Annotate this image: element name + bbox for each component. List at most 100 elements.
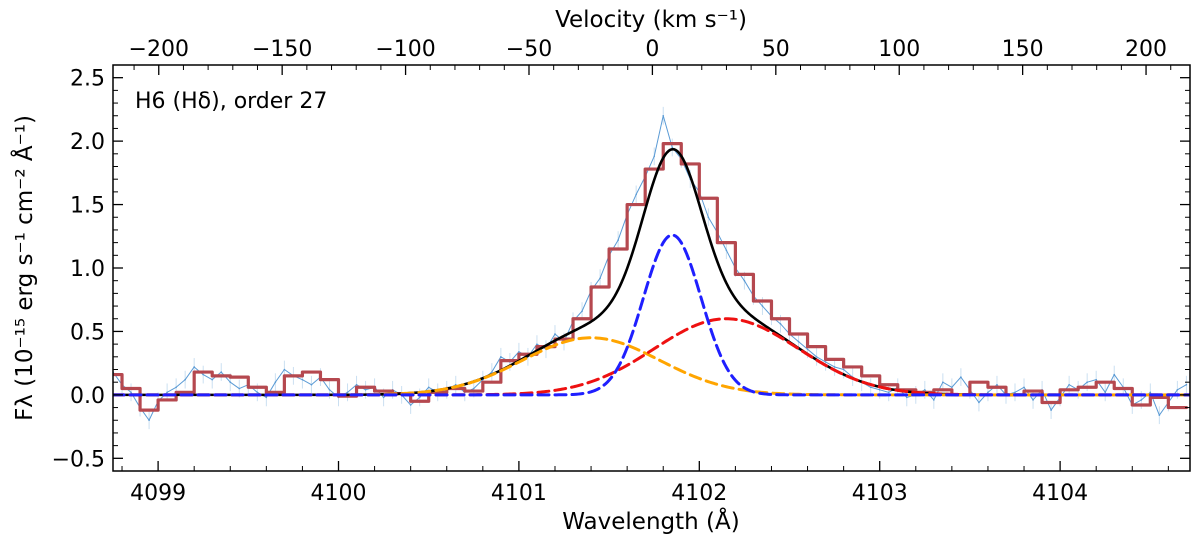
native-spectrum-point [328,389,331,391]
x-tick-label: 4104 [1032,481,1088,506]
annotation: H6 (Hδ), order 27 [135,89,327,114]
native-spectrum-point [824,361,827,363]
native-spectrum-point [518,350,520,353]
x-axis-title: Wavelength (Å) [562,507,739,535]
native-spectrum-point [960,376,962,378]
native-spectrum-point [599,277,601,279]
native-spectrum-point [418,396,421,399]
native-spectrum-point [301,378,304,381]
native-spectrum-line [113,115,1187,421]
native-spectrum-point [238,387,241,390]
blue-component-curve [113,233,1190,397]
top-axis-title: Velocity (km s⁻¹) [555,7,747,33]
native-spectrum-point [725,249,728,252]
native-spectrum-point [211,378,214,381]
native-spectrum-point [491,371,493,373]
native-spectrum-point [987,391,989,394]
native-spectrum-point [500,356,502,358]
native-spectrum-point [887,391,890,394]
native-spectrum-point [815,356,818,358]
native-spectrum-point [743,279,746,282]
native-spectrum-point [427,386,430,389]
native-spectrum-point [996,383,998,386]
native-spectrum-point [1113,373,1116,376]
y-axis-title: Fλ (10⁻¹⁵ erg s⁻¹ cm⁻² Å⁻¹) [10,115,38,421]
native-spectrum-point [978,401,980,404]
native-spectrum-point [1185,383,1188,386]
native-spectrum-point [1095,378,1097,381]
native-spectrum-point [220,371,223,373]
native-spectrum-point [409,404,412,406]
top-tick-label: −50 [506,37,552,62]
native-spectrum-point [355,383,358,386]
top-tick-label: −100 [375,37,435,62]
native-spectrum-point [581,310,583,312]
native-spectrum-point [346,391,349,394]
x-tick-label: 4103 [852,481,908,506]
native-spectrum-point [274,381,277,383]
top-tick-label: 200 [1125,37,1167,62]
y-tick-label: 2.5 [70,67,105,92]
native-spectrum-point [779,323,782,325]
y-tick-label: 0.0 [70,384,105,409]
y-tick-label: 1.5 [70,194,105,219]
native-spectrum-point [256,391,259,394]
native-spectrum-point [797,340,800,343]
native-spectrum-point [905,396,908,399]
native-spectrum-point [382,396,385,399]
x-tick-label: 4102 [671,481,727,506]
native-spectrum-point [166,391,168,394]
native-spectrum-point [707,216,710,219]
top-tick-label: 100 [878,37,920,62]
ticks-layer: 4099 4100 4101 4102 4103 4104 −0.5 0.0 0.5 1.0 1.5… [52,37,1190,506]
native-spectrum-point [924,389,926,391]
native-spectrum-point [229,381,232,383]
orange-component-curve [113,336,1190,397]
y-tick-label: −0.5 [52,447,105,472]
native-spectrum-point [1086,381,1088,383]
native-spectrum-point [761,305,764,307]
native-spectrum-point [1104,391,1107,394]
native-spectrum-point [1032,399,1034,401]
native-spectrum-point [842,368,845,371]
native-spectrum-point [184,378,186,381]
top-tick-label: −150 [252,37,312,62]
binned-spectrum-steps [113,142,1188,412]
native-spectrum-point [878,389,881,391]
y-tick-label: 1.0 [70,257,105,282]
native-spectrum-point [1014,391,1016,394]
x-tick-label: 4101 [491,481,547,506]
native-spectrum-point [942,381,944,383]
native-spectrum-point [364,389,367,391]
native-spectrum-point [806,348,809,351]
x-tick-label: 4100 [311,481,367,506]
native-spectrum-point [283,368,286,371]
x-tick-label: 4099 [130,481,186,506]
native-spectrum-point [671,146,674,149]
native-spectrum-point [1050,409,1052,411]
native-spectrum-point [662,114,665,117]
native-spectrum-point [1149,391,1152,394]
native-spectrum-point [202,373,204,376]
native-spectrum-point [1176,389,1179,391]
native-spectrum-point [1023,386,1025,389]
native-spectrum-point [617,239,619,241]
native-spectrum-point [175,386,177,389]
native-spectrum-point [148,419,150,422]
native-spectrum-point [869,386,872,389]
native-spectrum-point [833,366,836,368]
data-layer [113,106,1190,430]
native-spectrum-point [536,343,538,345]
top-tick-label: 150 [1002,37,1044,62]
native-spectrum-point [653,155,656,158]
native-spectrum-point [554,333,556,335]
native-spectrum-point [1140,399,1143,401]
y-tick-label: 2.0 [70,130,105,155]
native-spectrum-point [193,366,195,368]
native-spectrum-point [1158,414,1161,416]
native-spectrum-point [933,399,935,401]
top-tick-label: 50 [762,37,790,62]
top-tick-label: −200 [129,37,189,62]
top-tick-label: 0 [645,37,659,62]
native-spectrum-point [130,391,132,394]
